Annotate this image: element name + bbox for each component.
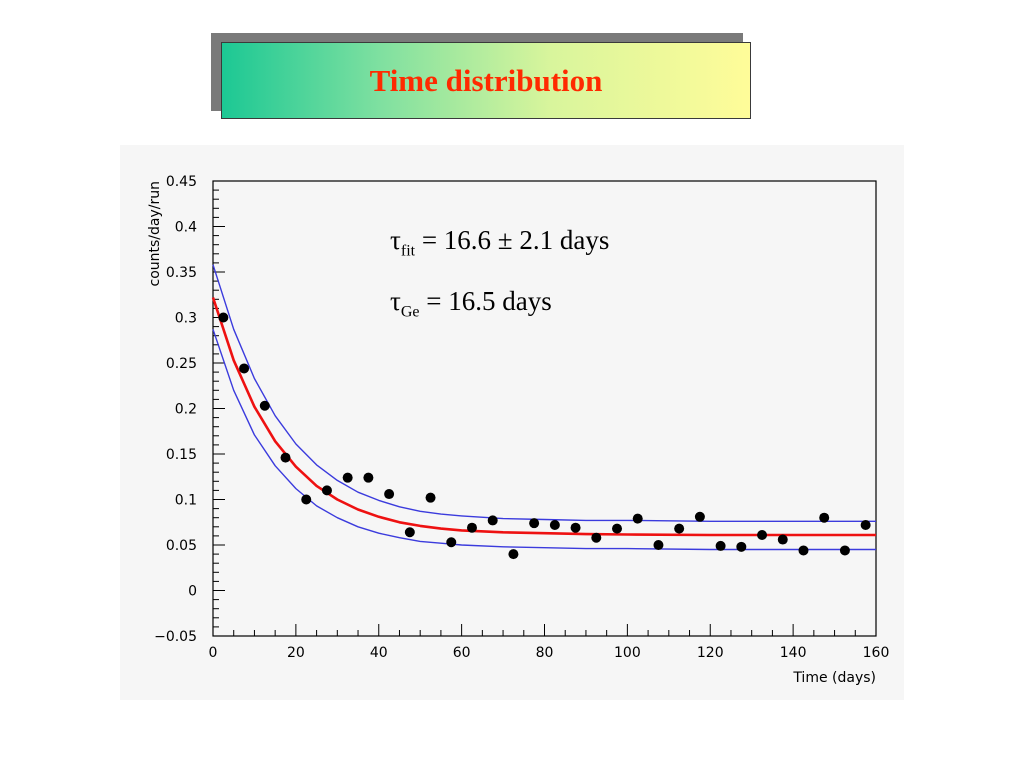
y-tick-label: 0.35 bbox=[166, 265, 197, 281]
data-point bbox=[570, 522, 581, 533]
data-point bbox=[301, 494, 312, 505]
data-point bbox=[425, 492, 436, 503]
data-point bbox=[321, 485, 332, 496]
data-point bbox=[280, 452, 291, 463]
data-point bbox=[694, 511, 705, 522]
data-point bbox=[466, 522, 477, 533]
data-point bbox=[363, 472, 374, 483]
tau-ge-subscript: Ge bbox=[400, 303, 420, 321]
y-tick-label: −0.05 bbox=[154, 629, 197, 645]
data-point bbox=[549, 519, 560, 530]
data-point bbox=[404, 527, 415, 538]
y-tick-label: 0 bbox=[188, 584, 197, 600]
data-point bbox=[860, 519, 871, 530]
data-point bbox=[239, 363, 250, 374]
y-tick-label: 0.4 bbox=[175, 220, 197, 236]
x-tick-label: 100 bbox=[614, 645, 641, 661]
data-point bbox=[632, 513, 643, 524]
y-tick-label: 0.25 bbox=[166, 356, 197, 372]
data-point bbox=[715, 540, 726, 551]
y-tick-label: 0.15 bbox=[166, 447, 197, 463]
tau-fit-subscript: fit bbox=[400, 242, 416, 260]
plot-panel bbox=[120, 145, 904, 700]
tau-ge-symbol: τ bbox=[390, 286, 401, 316]
x-tick-label: 20 bbox=[287, 645, 305, 661]
data-point bbox=[342, 472, 353, 483]
title-banner: Time distribution bbox=[221, 42, 751, 119]
lower-error-band bbox=[212, 329, 876, 551]
data-point bbox=[674, 523, 685, 534]
data-point bbox=[508, 549, 519, 560]
data-point bbox=[591, 532, 602, 543]
data-point bbox=[487, 515, 498, 526]
x-axis-label: Time (days) bbox=[792, 670, 876, 686]
tau-ge-annotation: τGe = 16.5 days bbox=[390, 286, 552, 321]
y-tick-label: 0.45 bbox=[166, 174, 197, 190]
data-point bbox=[529, 518, 540, 529]
data-point bbox=[446, 537, 457, 548]
y-tick-label: 0.05 bbox=[166, 538, 197, 554]
data-point bbox=[384, 489, 395, 500]
x-tick-label: 120 bbox=[697, 645, 724, 661]
data-point bbox=[612, 523, 623, 534]
data-point bbox=[653, 540, 664, 550]
x-tick-label: 140 bbox=[780, 645, 807, 661]
data-point bbox=[798, 545, 809, 556]
page-title: Time distribution bbox=[369, 62, 603, 98]
data-point bbox=[839, 545, 850, 556]
tau-fit-annotation: τfit = 16.6 ± 2.1 days bbox=[390, 225, 609, 260]
tau-fit-value: = 16.6 ± 2.1 days bbox=[415, 225, 610, 255]
x-tick-label: 60 bbox=[453, 645, 471, 661]
y-tick-label: 0.3 bbox=[175, 311, 197, 327]
data-point bbox=[736, 541, 747, 552]
x-tick-label: 160 bbox=[863, 645, 890, 661]
data-point bbox=[757, 529, 768, 540]
data-point bbox=[777, 534, 788, 545]
tau-fit-symbol: τ bbox=[390, 225, 401, 255]
x-tick-label: 80 bbox=[536, 645, 554, 661]
y-axis-label: counts/day/run bbox=[147, 181, 163, 286]
tau-ge-value: = 16.5 days bbox=[419, 286, 552, 316]
x-tick-label: 40 bbox=[370, 645, 388, 661]
data-point bbox=[819, 512, 830, 523]
upper-error-band bbox=[212, 264, 876, 522]
data-point bbox=[218, 312, 229, 323]
x-tick-label: 0 bbox=[209, 645, 218, 661]
y-tick-label: 0.2 bbox=[175, 402, 197, 418]
fit-curve bbox=[211, 297, 876, 537]
data-point bbox=[259, 400, 270, 411]
y-tick-label: 0.1 bbox=[175, 493, 197, 509]
